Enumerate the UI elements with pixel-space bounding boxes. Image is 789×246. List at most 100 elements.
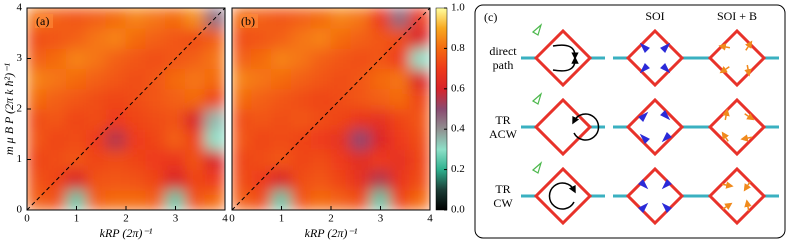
heatmap-cell xyxy=(290,8,312,29)
x-tick-label: 2 xyxy=(328,213,334,225)
heatmap-cell xyxy=(409,88,430,110)
heatmap-cell xyxy=(290,148,312,171)
heatmap-cell xyxy=(105,8,127,29)
heatmap-cell xyxy=(105,189,127,210)
heatmap-cell xyxy=(125,47,147,70)
colorbar-tick-label: 0.0 xyxy=(451,204,465,216)
heatmap-cell xyxy=(125,148,147,171)
path-arrow xyxy=(552,44,579,60)
colorbar-tick-label: 1.0 xyxy=(451,2,465,14)
heatmap-cell xyxy=(290,189,312,210)
heatmap-cell xyxy=(105,68,127,90)
heatmap-cell xyxy=(350,189,372,210)
heatmap-cell xyxy=(232,47,253,70)
heatmap-cell xyxy=(310,8,332,29)
spin-arrow xyxy=(722,108,730,121)
heatmap-cell xyxy=(251,88,273,110)
heatmap-cell xyxy=(46,27,68,49)
heatmap-cell xyxy=(409,27,430,49)
heatmap-cell xyxy=(204,128,225,150)
heatmap-cell xyxy=(232,148,253,171)
ring xyxy=(707,97,767,157)
heatmap-cell xyxy=(204,169,225,191)
spin-arrow xyxy=(638,179,649,190)
heatmap-cell xyxy=(350,148,372,171)
heatmap-cell xyxy=(85,47,107,70)
heatmap-cell xyxy=(271,27,292,49)
heatmap-cell xyxy=(271,169,292,191)
x-tick-label: 1 xyxy=(74,213,80,225)
heatmap-cell xyxy=(350,8,372,29)
column-header: SOI xyxy=(645,9,664,23)
heatmap-cell xyxy=(145,108,167,130)
heatmap-cell xyxy=(184,108,206,130)
heatmap-cell xyxy=(232,128,253,150)
heatmap-cell xyxy=(85,88,107,110)
heatmap-cell xyxy=(389,88,411,110)
heatmap-cell xyxy=(66,8,87,29)
ring xyxy=(625,166,685,226)
heatmap-cell xyxy=(184,8,206,29)
heatmap-cell xyxy=(85,169,107,191)
heatmap-cell xyxy=(330,108,352,130)
heatmap-cell xyxy=(330,148,352,171)
heatmap-cell xyxy=(27,68,48,90)
heatmap-cell xyxy=(330,169,352,191)
heatmap-cell xyxy=(46,88,68,110)
heatmap-cell xyxy=(125,27,147,49)
heatmap-cell xyxy=(165,189,186,210)
heatmap-cell xyxy=(350,27,372,49)
heatmap-cell xyxy=(27,88,48,110)
heatmap-cell xyxy=(27,108,48,130)
panel-label: (a) xyxy=(36,14,49,28)
heatmap-cell xyxy=(232,68,253,90)
heatmap-cell xyxy=(409,128,430,150)
heatmap-cell xyxy=(389,8,411,29)
heatmap-cell xyxy=(251,128,273,150)
heatmap-cell xyxy=(389,47,411,70)
heatmap-cell xyxy=(330,68,352,90)
heatmap-cell xyxy=(370,189,391,210)
heatmap-cell xyxy=(145,47,167,70)
heatmap-cell xyxy=(66,68,87,90)
heatmap-cell xyxy=(232,27,253,49)
heatmap-cell xyxy=(330,8,352,29)
heatmap-cell xyxy=(290,108,312,130)
heatmap-cell xyxy=(85,148,107,171)
heatmap-cell xyxy=(105,148,127,171)
heatmap xyxy=(27,8,225,210)
spin-arrow xyxy=(718,43,731,51)
heatmap-cell xyxy=(271,88,292,110)
heatmap-cell xyxy=(271,189,292,210)
spin-arrow xyxy=(661,202,672,213)
heatmap-cell xyxy=(204,47,225,70)
heatmap-cell xyxy=(330,27,352,49)
heatmap-cell xyxy=(184,68,206,90)
heatmap-cell xyxy=(271,108,292,130)
heatmap-cell xyxy=(310,189,332,210)
plot-area xyxy=(27,8,225,210)
heatmap-cell xyxy=(290,27,312,49)
heatmap-cell xyxy=(350,47,372,70)
heatmap-cell xyxy=(389,108,411,130)
heatmap-cell xyxy=(27,148,48,171)
heatmap-cell xyxy=(370,148,391,171)
heatmap-cell xyxy=(27,47,48,70)
heatmap-cell xyxy=(184,47,206,70)
heatmap-cell xyxy=(105,169,127,191)
heatmap-cell xyxy=(145,8,167,29)
x-tick-label: 4 xyxy=(222,213,228,225)
heatmap-cell xyxy=(145,169,167,191)
incoming-arrow xyxy=(531,161,543,174)
spin-arrow xyxy=(722,202,733,210)
heatmap-cell xyxy=(105,128,127,150)
spin-arrow xyxy=(745,40,753,51)
row-label: direct xyxy=(489,44,517,58)
heatmap-cell xyxy=(125,169,147,191)
heatmap-cell xyxy=(310,169,332,191)
plot-area xyxy=(232,8,430,210)
heatmap-cell xyxy=(409,68,430,90)
column-header: SOI + B xyxy=(717,9,757,23)
heatmap-cell xyxy=(350,88,372,110)
